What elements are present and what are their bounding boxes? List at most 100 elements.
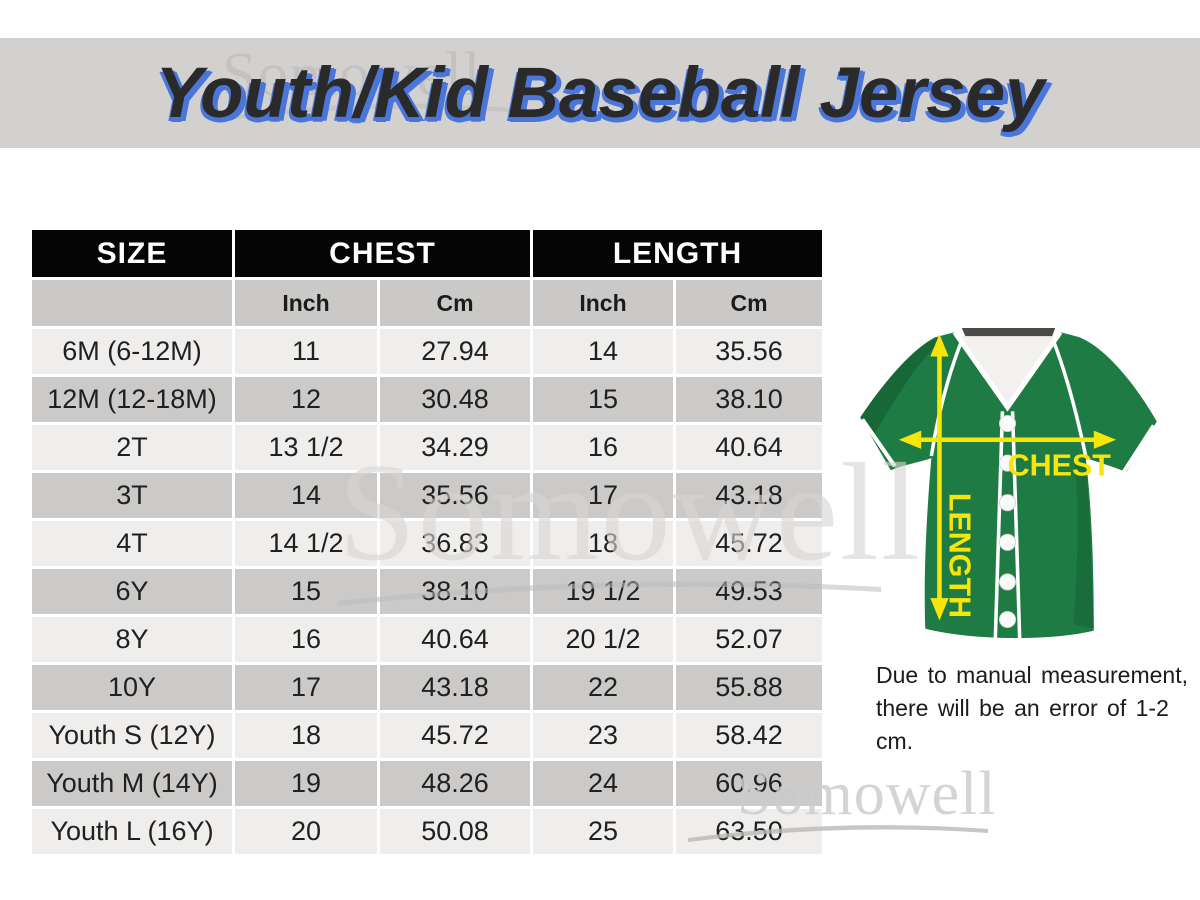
table-row: Youth S (12Y) 18 45.72 23 58.42 (32, 713, 823, 758)
unit-spacer (32, 280, 232, 326)
table-row: 2T 13 1/2 34.29 16 40.64 (32, 425, 823, 470)
header-chest: CHEST (235, 230, 530, 277)
length-inch-cell: 19 1/2 (533, 569, 673, 614)
jersey-seam-right (1051, 339, 1088, 457)
size-cell: 12M (12-18M) (32, 377, 232, 422)
jersey-body (860, 332, 1157, 639)
size-cell: 2T (32, 425, 232, 470)
length-inch-cell: 24 (533, 761, 673, 806)
jersey-shadow-right (1073, 458, 1094, 629)
chest-arrow (898, 430, 1117, 449)
note-line-2: there will be an error of 1-2 cm. (876, 695, 1169, 754)
watermark-text: Somowell (222, 41, 482, 109)
table-row: 6Y 15 38.10 19 1/2 49.53 (32, 569, 823, 614)
note-line-1: Due to manual measurement, (876, 662, 1188, 688)
chest-inch-cell: 15 (235, 569, 377, 614)
table-header-row: SIZE CHEST LENGTH (32, 230, 823, 277)
jersey-cuff-left (860, 418, 897, 468)
chest-cm-cell: 50.08 (380, 809, 530, 854)
size-cell: 6Y (32, 569, 232, 614)
table-row: 3T 14 35.56 17 43.18 (32, 473, 823, 518)
size-cell: 8Y (32, 617, 232, 662)
chest-cm-cell: 36.83 (380, 521, 530, 566)
chest-inch-cell: 19 (235, 761, 377, 806)
length-arrow (930, 334, 949, 621)
length-inch-cell: 15 (533, 377, 673, 422)
chest-cm-cell: 30.48 (380, 377, 530, 422)
chest-cm-cell: 27.94 (380, 329, 530, 374)
length-inch-cell: 16 (533, 425, 673, 470)
chest-label: CHEST (1008, 448, 1112, 482)
chest-inch-cell: 14 (235, 473, 377, 518)
length-label: LENGTH (943, 493, 977, 618)
jersey-placket-left (993, 411, 1005, 639)
jersey-placket-right (1010, 411, 1022, 639)
unit-length-inch: Inch (533, 280, 673, 326)
table-row: Youth L (16Y) 20 50.08 25 63.50 (32, 809, 823, 854)
chest-inch-cell: 11 (235, 329, 377, 374)
jersey-illustration: CHEST LENGTH (850, 324, 1165, 654)
title-banner: Somowell Youth/Kid Baseball Jersey (0, 38, 1200, 148)
chest-cm-cell: 35.56 (380, 473, 530, 518)
size-chart-table: SIZE CHEST LENGTH Inch Cm Inch Cm 6M (6-… (29, 227, 825, 857)
chest-inch-cell: 16 (235, 617, 377, 662)
table-row: 10Y 17 43.18 22 55.88 (32, 665, 823, 710)
size-cell: Youth L (16Y) (32, 809, 232, 854)
length-cm-cell: 38.10 (676, 377, 823, 422)
header-length: LENGTH (533, 230, 823, 277)
length-cm-cell: 58.42 (676, 713, 823, 758)
measurement-note: Due to manual measurement, there will be… (876, 659, 1200, 758)
watermark-banner: Somowell (222, 40, 522, 123)
chest-cm-cell: 48.26 (380, 761, 530, 806)
chest-cm-cell: 40.64 (380, 617, 530, 662)
length-inch-cell: 17 (533, 473, 673, 518)
chest-inch-cell: 18 (235, 713, 377, 758)
jersey-seam-left (929, 339, 964, 457)
jersey-collar-piping (952, 330, 1063, 412)
chest-inch-cell: 17 (235, 665, 377, 710)
size-cell: Youth M (14Y) (32, 761, 232, 806)
length-cm-cell: 49.53 (676, 569, 823, 614)
length-cm-cell: 35.56 (676, 329, 823, 374)
table-unit-row: Inch Cm Inch Cm (32, 280, 823, 326)
table-row: 4T 14 1/2 36.83 18 45.72 (32, 521, 823, 566)
chest-inch-cell: 14 1/2 (235, 521, 377, 566)
page-title: Youth/Kid Baseball Jersey (155, 53, 1045, 133)
table-row: Youth M (14Y) 19 48.26 24 60.96 (32, 761, 823, 806)
unit-chest-cm: Cm (380, 280, 530, 326)
table-row: 8Y 16 40.64 20 1/2 52.07 (32, 617, 823, 662)
length-inch-cell: 18 (533, 521, 673, 566)
table-row: 6M (6-12M) 11 27.94 14 35.56 (32, 329, 823, 374)
length-cm-cell: 43.18 (676, 473, 823, 518)
chest-cm-cell: 38.10 (380, 569, 530, 614)
table-row: 12M (12-18M) 12 30.48 15 38.10 (32, 377, 823, 422)
jersey-buttons (998, 414, 1017, 629)
length-cm-cell: 63.50 (676, 809, 823, 854)
length-inch-cell: 22 (533, 665, 673, 710)
chest-cm-cell: 43.18 (380, 665, 530, 710)
unit-chest-inch: Inch (235, 280, 377, 326)
length-inch-cell: 14 (533, 329, 673, 374)
length-inch-cell: 23 (533, 713, 673, 758)
size-cell: 3T (32, 473, 232, 518)
size-cell: 6M (6-12M) (32, 329, 232, 374)
length-cm-cell: 45.72 (676, 521, 823, 566)
length-inch-cell: 25 (533, 809, 673, 854)
size-cell: 10Y (32, 665, 232, 710)
chest-inch-cell: 20 (235, 809, 377, 854)
chest-inch-cell: 13 1/2 (235, 425, 377, 470)
chest-cm-cell: 34.29 (380, 425, 530, 470)
jersey-undershirt (951, 336, 1064, 412)
length-cm-cell: 60.96 (676, 761, 823, 806)
length-cm-cell: 55.88 (676, 665, 823, 710)
length-inch-cell: 20 1/2 (533, 617, 673, 662)
jersey-shadow-left (860, 337, 942, 438)
size-cell: Youth S (12Y) (32, 713, 232, 758)
header-size: SIZE (32, 230, 232, 277)
watermark-swoosh (222, 103, 520, 121)
size-cell: 4T (32, 521, 232, 566)
chest-cm-cell: 45.72 (380, 713, 530, 758)
jersey-diagram-svg: CHEST LENGTH (860, 328, 1157, 639)
length-cm-cell: 52.07 (676, 617, 823, 662)
